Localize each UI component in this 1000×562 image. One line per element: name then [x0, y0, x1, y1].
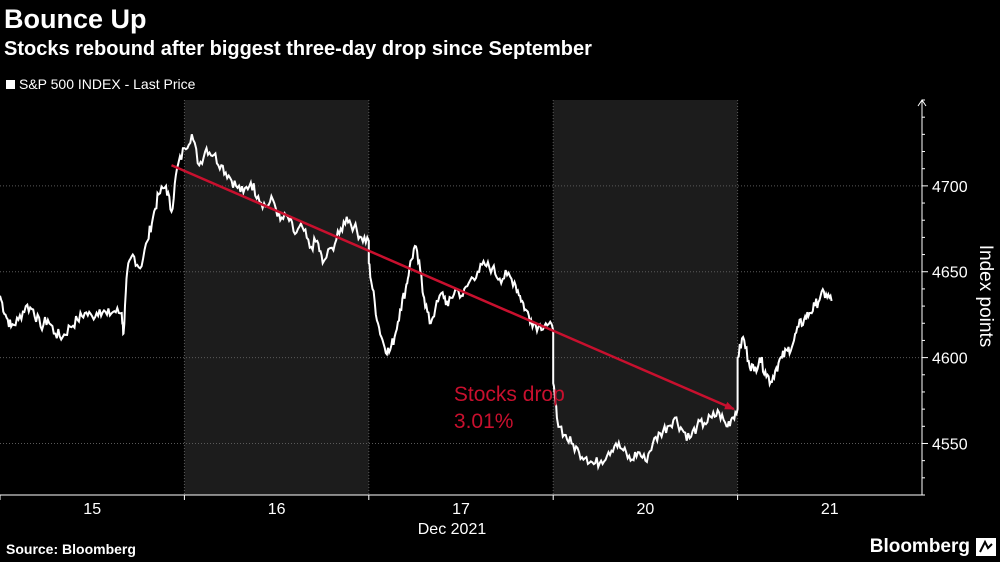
footer-brand: Bloomberg [870, 536, 996, 558]
annotation-text-line2: 3.01% [454, 410, 514, 433]
shaded-session-20 [553, 100, 738, 495]
gridlines [0, 100, 922, 495]
y-tick-label-4550: 4550 [932, 436, 968, 453]
x-tick-label-21: 21 [821, 501, 839, 518]
series [0, 134, 833, 471]
brand-logo-icon [976, 538, 996, 556]
x-tick-label-17: 17 [452, 501, 470, 518]
brand-name: Bloomberg [869, 536, 970, 557]
shaded-session-16 [184, 100, 369, 495]
y-tick-label-4650: 4650 [932, 265, 968, 282]
annotation: Stocks drop 3.01% [170, 164, 735, 433]
legend: S&P 500 INDEX - Last Price [6, 76, 195, 92]
y-tick-label-4700: 4700 [932, 179, 968, 196]
y-axis-arrow [917, 99, 927, 107]
legend-swatch [6, 79, 15, 89]
footer-source: Source: Bloomberg [6, 541, 136, 557]
legend-label: S&P 500 INDEX - Last Price [19, 76, 196, 92]
series-line [0, 134, 833, 471]
y-axis-title: Index points [975, 245, 996, 347]
x-tick-label-16: 16 [268, 501, 286, 518]
axes: 4550 4600 4650 4700 15 16 17 20 21 [0, 99, 968, 518]
chart-title: Bounce Up [4, 4, 147, 34]
chart-subtitle: Stocks rebound after biggest three-day d… [4, 38, 592, 60]
shaded-sessions [184, 100, 738, 495]
x-tick-label-20: 20 [637, 501, 655, 518]
y-tick-label-4600: 4600 [932, 351, 968, 368]
x-tick-label-15: 15 [83, 501, 101, 518]
annotation-text-line1: Stocks drop [454, 383, 565, 406]
annotation-arrow [170, 164, 735, 411]
x-axis-title: Dec 2021 [418, 521, 487, 538]
